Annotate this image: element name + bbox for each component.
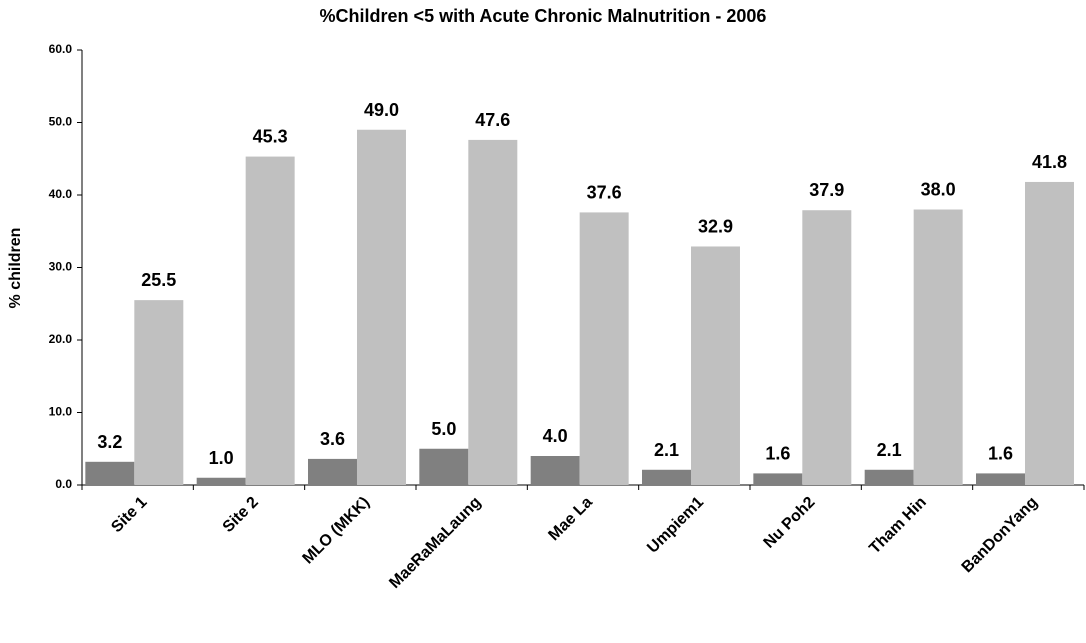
bar	[913, 209, 963, 485]
y-tick-label: 60.0	[49, 42, 73, 56]
value-label: 3.6	[320, 429, 345, 449]
x-tick-label: Site 1	[108, 494, 150, 536]
value-label: 25.5	[141, 270, 176, 290]
value-label: 45.3	[253, 127, 288, 147]
value-label: 5.0	[431, 419, 456, 439]
bar	[468, 139, 518, 485]
value-label: 4.0	[543, 426, 568, 446]
bar	[134, 300, 184, 485]
y-tick-label: 50.0	[49, 115, 73, 129]
y-tick-label: 40.0	[49, 187, 73, 201]
x-tick-label: MaeRaMaLaung	[386, 494, 484, 592]
y-tick-label: 20.0	[49, 332, 73, 346]
x-tick-label: Mae La	[545, 494, 595, 544]
value-label: 1.0	[209, 448, 234, 468]
bar	[864, 469, 914, 485]
value-label: 1.6	[988, 443, 1013, 463]
x-tick-label: Site 2	[220, 494, 262, 536]
bar	[1024, 181, 1074, 485]
y-tick-label: 0.0	[55, 477, 72, 491]
x-tick-label: Umpiem1	[644, 494, 707, 557]
bar	[196, 477, 246, 485]
value-label: 47.6	[475, 110, 510, 130]
value-label: 2.1	[654, 440, 679, 460]
bar	[976, 473, 1025, 485]
x-tick-label: BanDonYang	[959, 494, 1041, 576]
value-label: 38.0	[921, 180, 956, 200]
bar	[579, 212, 629, 485]
value-label: 37.6	[587, 182, 622, 202]
y-tick-label: 30.0	[49, 260, 73, 274]
bar	[530, 456, 580, 485]
bar	[642, 469, 691, 485]
bar	[419, 448, 469, 485]
y-tick-label: 10.0	[49, 405, 73, 419]
chart-title: %Children <5 with Acute Chronic Malnutri…	[320, 6, 767, 26]
bar	[690, 246, 740, 485]
value-label: 2.1	[877, 440, 902, 460]
bar	[802, 210, 852, 485]
bar	[753, 473, 803, 485]
value-label: 41.8	[1032, 152, 1067, 172]
value-label: 32.9	[698, 216, 733, 236]
value-label: 1.6	[765, 443, 790, 463]
bar	[356, 129, 406, 485]
y-axis-label: % children	[7, 228, 24, 309]
value-label: 3.2	[97, 432, 122, 452]
bar	[245, 156, 295, 485]
value-label: 49.0	[364, 100, 399, 120]
x-tick-label: MLO (MKK)	[300, 494, 374, 568]
x-tick-label: Nu Poh2	[761, 494, 819, 552]
value-label: 37.9	[809, 180, 844, 200]
x-tick-label: Tham Hin	[866, 494, 930, 558]
bar	[308, 458, 357, 485]
bar	[85, 461, 135, 485]
